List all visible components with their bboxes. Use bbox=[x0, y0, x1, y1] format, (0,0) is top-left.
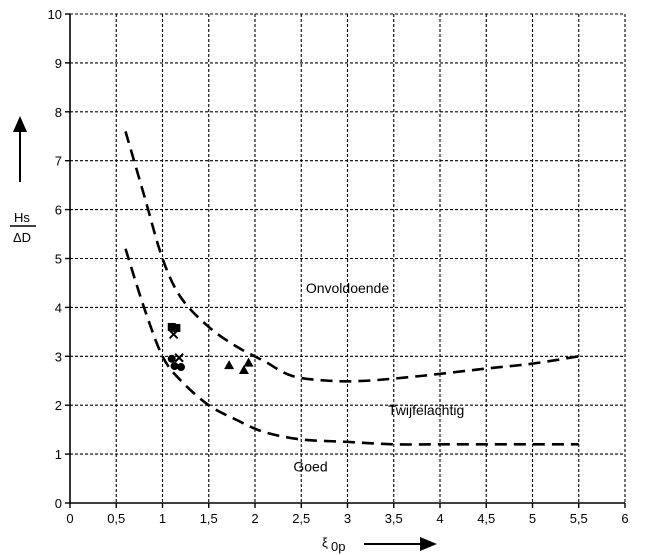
x-tick-label: 6 bbox=[621, 511, 628, 526]
data-point-circle bbox=[177, 363, 185, 372]
y-tick-label: 10 bbox=[48, 7, 62, 22]
y-axis-label: Hs ΔD bbox=[10, 116, 36, 245]
y-tick-label: 3 bbox=[55, 349, 62, 364]
y-tick-label: 6 bbox=[55, 203, 62, 218]
region-label-onvoldoende: Onvoldoende bbox=[306, 280, 390, 296]
boundary-curves bbox=[124, 130, 579, 446]
x-axis-label-symbol: ξ bbox=[322, 535, 328, 550]
y-tick-label: 5 bbox=[55, 252, 62, 267]
y-tick-label: 1 bbox=[55, 447, 62, 462]
data-point-circle bbox=[167, 354, 176, 363]
x-tick-label: 0 bbox=[66, 511, 73, 526]
x-tick-label: 2 bbox=[251, 511, 258, 526]
region-labels: Onvoldoende Twijfelachtig Goed bbox=[293, 280, 464, 474]
y-axis-arrowhead-icon bbox=[13, 116, 27, 132]
data-point-triangle bbox=[238, 364, 249, 374]
x-axis-arrowhead-icon bbox=[420, 537, 437, 551]
y-tick-label: 4 bbox=[55, 300, 62, 315]
x-axis-label: ξ 0p bbox=[322, 535, 437, 554]
x-tick-label: 1,5 bbox=[200, 511, 218, 526]
tick-labels: 0 0,5 1 1,5 2 2,5 3 3,5 4 4,5 5 5,5 6 0 1 2 3 4 5 6 7 8 9 10 bbox=[48, 7, 629, 526]
region-label-twijfelachtig: Twijfelachtig bbox=[388, 402, 464, 418]
data-point-square bbox=[172, 323, 181, 332]
x-tick-label: 1 bbox=[159, 511, 166, 526]
y-tick-label: 0 bbox=[55, 496, 62, 511]
y-axis-label-denominator: ΔD bbox=[13, 230, 31, 245]
y-axis-label-numerator: Hs bbox=[14, 210, 30, 225]
data-points bbox=[167, 322, 254, 374]
x-axis-label-subscript: 0p bbox=[331, 539, 345, 554]
x-tick-label: 0,5 bbox=[107, 511, 125, 526]
data-point-cross bbox=[168, 329, 179, 340]
region-label-goed: Goed bbox=[293, 458, 327, 474]
x-tick-label: 4 bbox=[436, 511, 443, 526]
data-point-square bbox=[167, 322, 176, 331]
x-tick-label: 4,5 bbox=[477, 511, 495, 526]
y-tick-label: 7 bbox=[55, 154, 62, 169]
y-tick-label: 2 bbox=[55, 398, 62, 413]
lower-boundary-curve bbox=[124, 248, 579, 446]
upper-boundary-curve bbox=[124, 130, 579, 383]
x-tick-label: 5,5 bbox=[570, 511, 588, 526]
y-tick-label: 9 bbox=[55, 56, 62, 71]
x-tick-label: 2,5 bbox=[292, 511, 310, 526]
x-tick-label: 3,5 bbox=[385, 511, 403, 526]
axes bbox=[65, 13, 626, 508]
data-point-triangle bbox=[224, 360, 235, 370]
data-point-cross bbox=[174, 353, 184, 363]
grid bbox=[70, 13, 626, 503]
y-tick-label: 8 bbox=[55, 105, 62, 120]
data-point-triangle bbox=[243, 357, 254, 367]
x-tick-label: 3 bbox=[344, 511, 351, 526]
data-point-circle bbox=[170, 362, 179, 371]
x-tick-label: 5 bbox=[529, 511, 536, 526]
